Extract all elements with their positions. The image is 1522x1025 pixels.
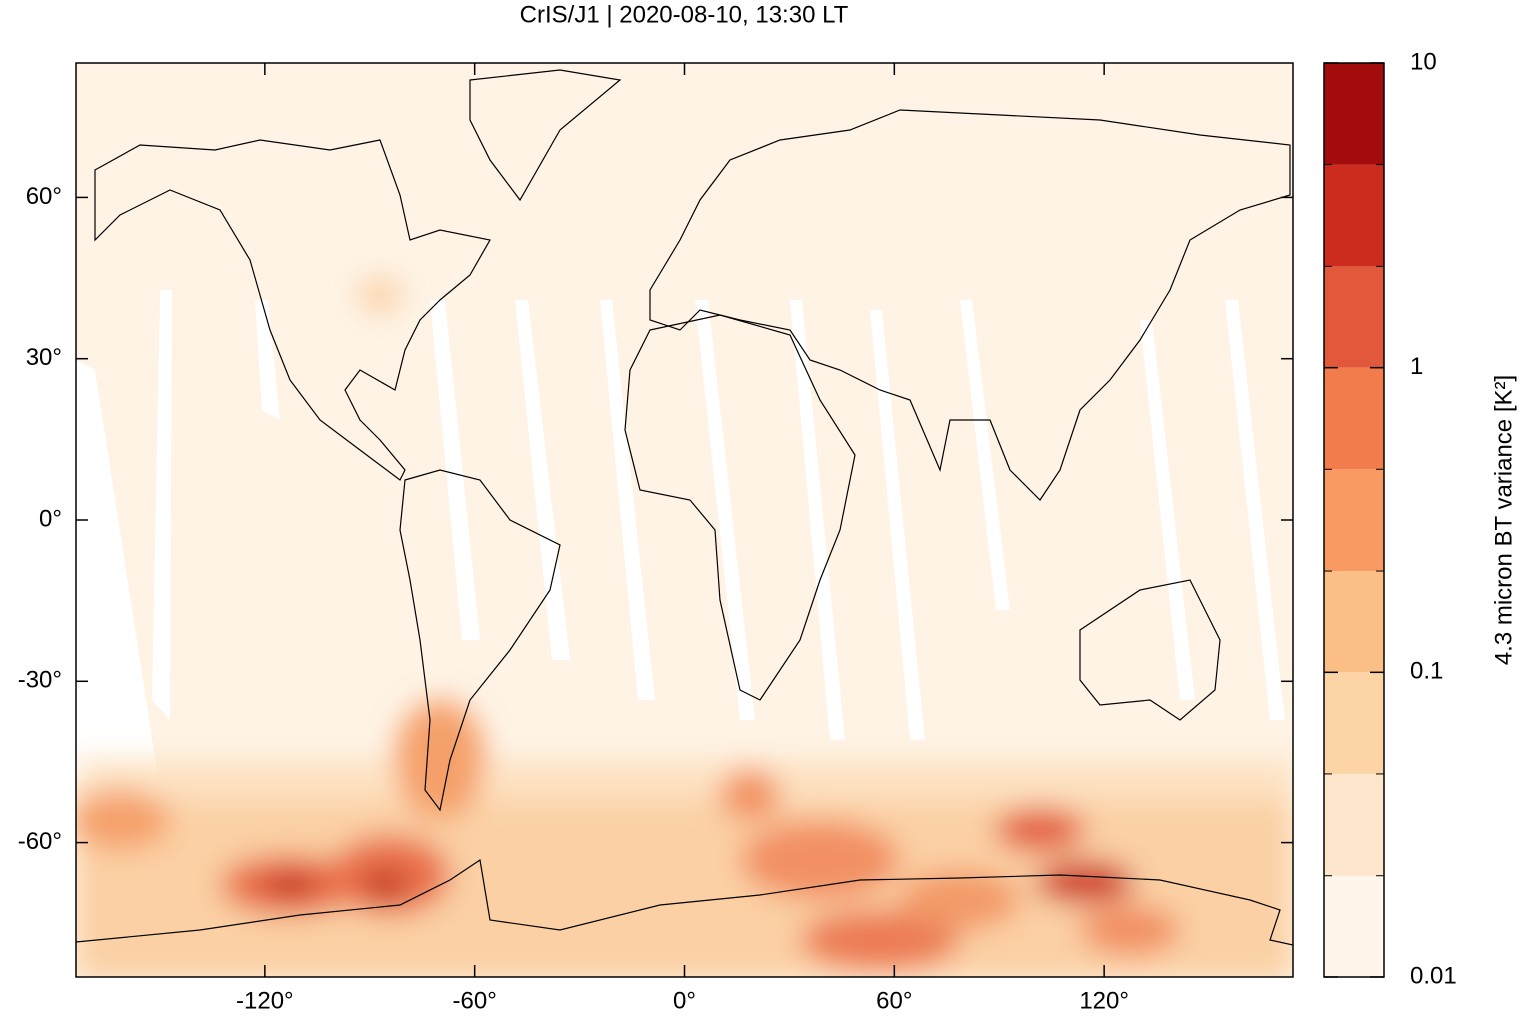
colorbar-band	[1324, 672, 1384, 774]
colorbar-tick-label: 0.01	[1410, 962, 1457, 989]
colorbar-band	[1324, 367, 1384, 470]
y-tick-label: 30°	[26, 344, 62, 371]
variance-field	[76, 277, 1293, 977]
colorbar-band	[1324, 571, 1384, 673]
coastlines	[76, 69, 1293, 946]
colorbar-band	[1324, 875, 1384, 977]
colorbar-tick-label: 10	[1410, 48, 1437, 75]
colorbar-tick-label: 0.1	[1410, 658, 1443, 685]
y-tick-label: -30°	[18, 667, 62, 694]
y-tick-label: 60°	[26, 183, 62, 210]
swath-gaps	[76, 290, 1285, 790]
x-tick-label: 60°	[876, 987, 912, 1014]
chart-title: CrIS/J1 | 2020-08-10, 13:30 LT	[520, 1, 849, 28]
x-tick-label: -60°	[453, 987, 497, 1014]
colorbar-band	[1324, 164, 1384, 267]
colorbar-band	[1324, 63, 1384, 165]
x-tick-label: 120°	[1079, 987, 1129, 1014]
x-tick-label: 0°	[673, 987, 696, 1014]
y-tick-label: 0°	[39, 505, 62, 532]
colorbar-band	[1324, 773, 1384, 876]
y-tick-label: -60°	[18, 828, 62, 855]
colorbar-label: 4.3 micron BT variance [K²]	[1490, 375, 1517, 665]
colorbar-frame	[1323, 62, 1385, 978]
colorbar-band	[1324, 266, 1384, 368]
colorbar-tick-label: 1	[1410, 353, 1423, 380]
colorbar-band	[1324, 469, 1384, 572]
x-tick-label: -120°	[236, 987, 294, 1014]
map-area	[76, 63, 1293, 977]
